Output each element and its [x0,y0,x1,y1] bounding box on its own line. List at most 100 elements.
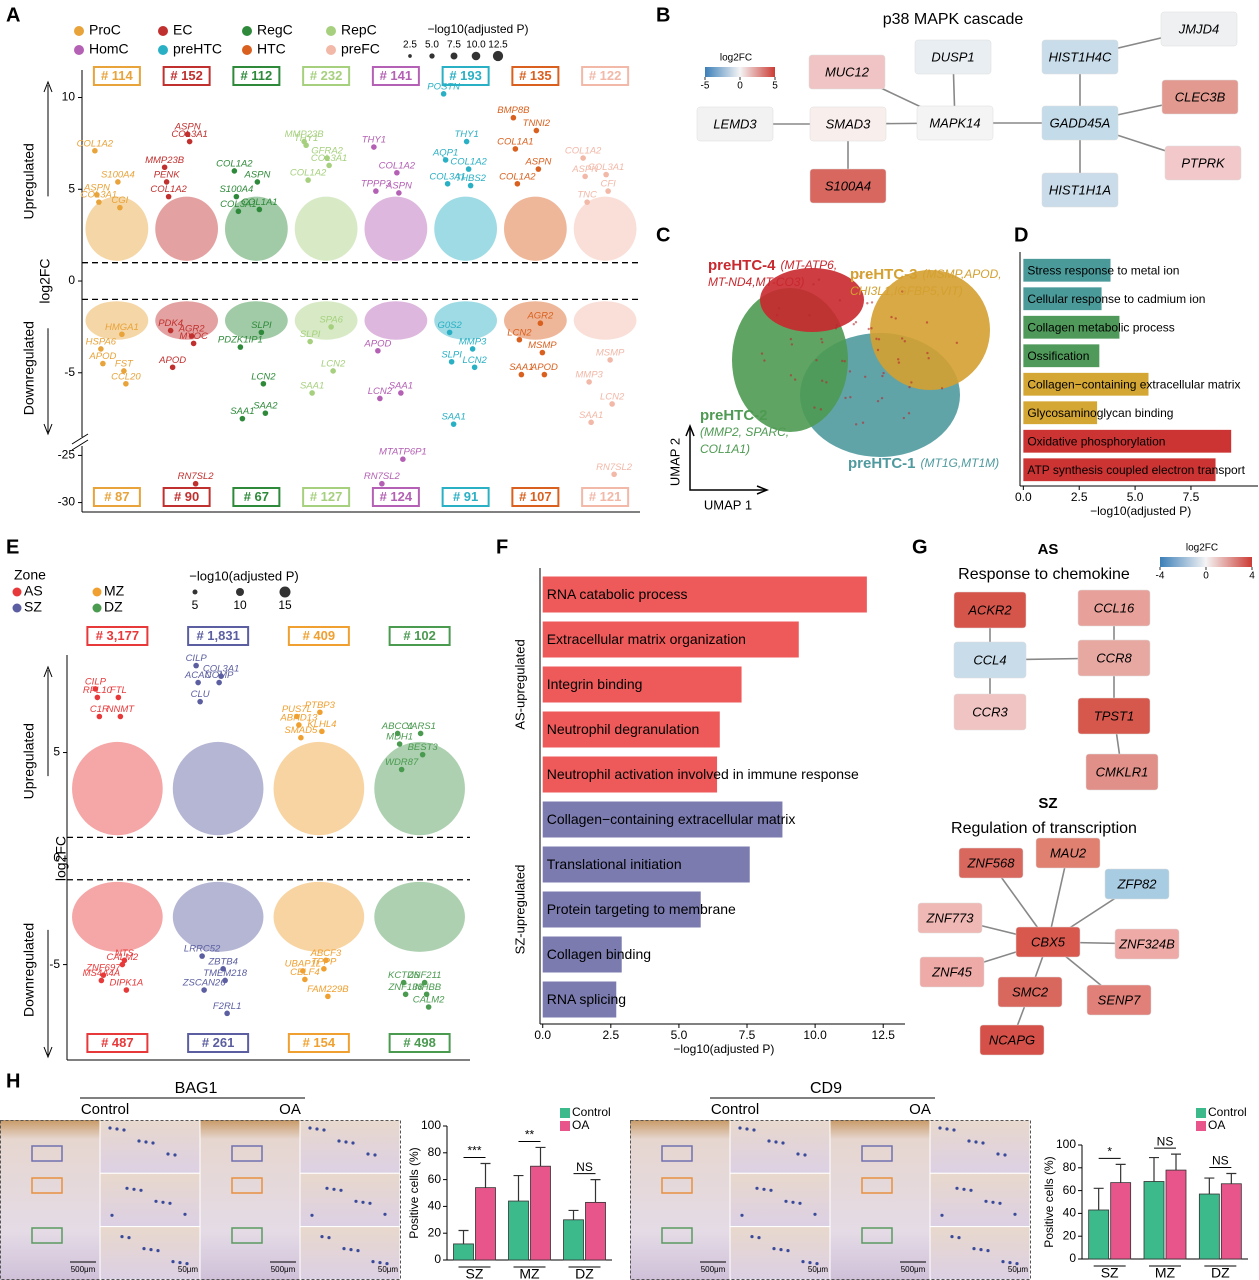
legend-title: log2FC [720,53,752,64]
axis-title: UMAP 1 [704,497,752,512]
count-box [232,487,281,507]
umap-speck [870,327,873,330]
cell [991,1200,995,1204]
cluster-name: preHTC-1 [848,455,916,472]
gene-point [235,208,242,215]
node-label: ZNF773 [926,910,975,925]
gene-point [92,686,99,692]
node-label: GADD45A [1050,115,1111,130]
node [1077,639,1151,677]
count-box [162,66,211,86]
gene-point [100,360,106,367]
node-label: ZNF324B [1118,936,1175,951]
gene-label: POSTN [427,81,460,92]
umap-speck [817,278,821,281]
bar [542,846,750,883]
node-label: CCR3 [972,704,1008,719]
cell [1013,1212,1017,1216]
gene-label: TNNI2 [523,118,551,129]
gene-point [317,709,323,716]
point-cloud [434,196,498,261]
micrograph-high [299,1119,401,1174]
cell [110,1213,114,1217]
umap-speck [881,374,884,378]
bar-label: Neutrophil activation involved in immune… [547,766,859,782]
gene-point [328,324,334,330]
legend-label: RepC [341,22,377,38]
cell [940,1213,944,1217]
gene-label: CILP [186,653,208,664]
scale-bar-label: 50μm [178,1265,199,1274]
bar [542,576,867,613]
cell [957,1236,961,1240]
panel-letter: A [6,4,20,26]
legend-label: RegC [257,22,293,38]
gene-label: C1R [90,704,109,715]
node [997,976,1063,1008]
cell [171,1260,175,1264]
y-tick-label: 100 [1056,1137,1076,1151]
bar-label: Cellular response to cadmium ion [1027,292,1205,306]
size-legend-dot [471,51,481,61]
bar-label: Integrin binding [547,676,643,692]
bar [1023,344,1100,368]
umap-speck [775,313,779,317]
legend-label: EC [173,22,192,38]
x-tick-label: SZ [1101,1265,1119,1280]
gene-label: CALM2 [413,995,445,1006]
bar-label: Neutrophil degranulation [547,721,700,737]
legend-label: AS [24,583,43,599]
gene-point [305,177,311,183]
significance-label: *** [467,1144,481,1158]
gene-point [262,410,269,416]
micrograph-low [630,1120,730,1280]
gene-point [321,966,327,972]
count-box [441,487,490,507]
cell [752,1128,756,1132]
y-tick-label: 60 [428,1172,442,1186]
cell [115,1127,119,1131]
micrograph-low [830,1120,930,1280]
bar [1023,315,1120,339]
gene-label: WDR87 [385,757,419,768]
group-label: AS-upregulated [512,639,527,729]
cell [144,1140,148,1144]
size-legend-title: −log10(adjusted P) [427,22,528,36]
gene-point [303,142,309,149]
gene-label: MSMP [596,347,625,358]
umap-speck [815,358,818,362]
gene-point [119,331,125,338]
y-tick-label: 100 [421,1118,441,1132]
size-legend-label: 15 [278,598,292,612]
cell [342,1247,346,1251]
scale-tick-label: -4 [1156,571,1165,582]
gene-point [471,364,478,371]
up-label: Upregulated [21,723,37,799]
node [1085,753,1159,791]
gene-label: G0S2 [437,320,462,331]
point-cloud [503,301,567,340]
gene-point [605,188,611,194]
micrograph-high [99,1119,201,1174]
cell [738,1126,742,1130]
gene-point [100,972,107,978]
x-tick-label: 2.5 [1071,490,1088,504]
point-cloud [573,301,637,340]
gene-label: NTS [115,948,135,959]
umap-speck [789,374,793,377]
legend-label: DZ [104,599,123,615]
gene-label: LCN2 [507,327,532,338]
bar [1023,401,1098,425]
umap-speck [900,337,904,340]
count-label: # 3,177 [96,628,139,643]
gene-label: AGR2 [178,324,206,335]
cell [183,1212,187,1216]
cell [383,1212,387,1216]
gene-label: MSMP [528,340,557,351]
x-tick-label: MZ [519,1266,540,1280]
network-zone: AS [1038,541,1059,558]
gene-label: MDH1 [386,732,413,743]
cell [349,1248,353,1252]
umap-speck [875,337,878,341]
